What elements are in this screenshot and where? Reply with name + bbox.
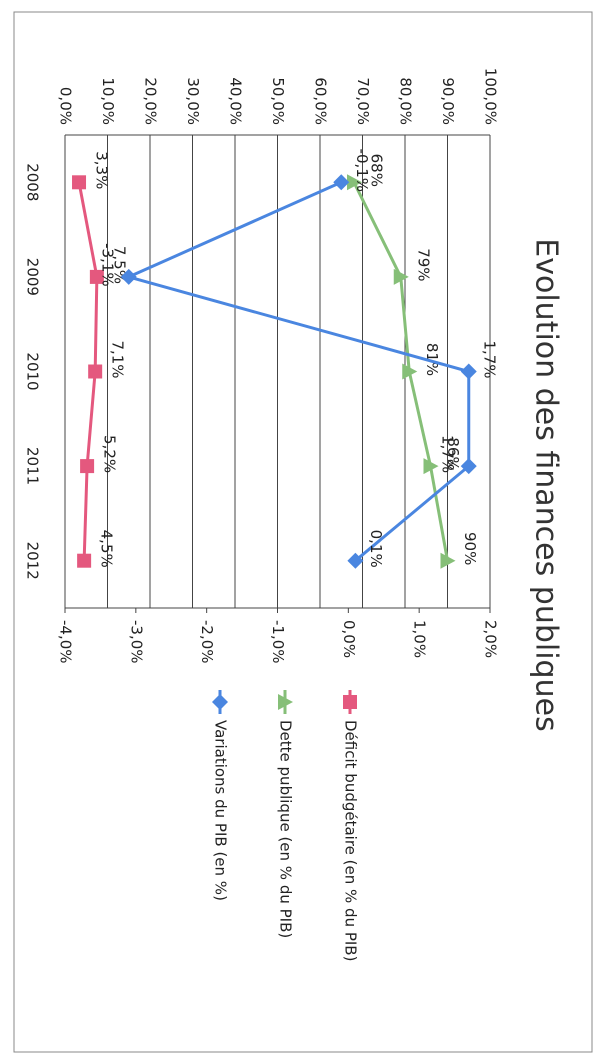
point	[89, 269, 104, 284]
point	[393, 268, 409, 285]
data-label: 68%	[368, 154, 386, 187]
point	[402, 363, 418, 380]
data-label: 79%	[414, 248, 432, 281]
chart-title: Evolution des finances publiques	[529, 238, 564, 731]
point	[343, 695, 357, 709]
data-label: 1,7%	[438, 435, 456, 473]
point	[460, 363, 477, 380]
data-label: 7,1%	[109, 340, 127, 378]
x-tick-label: 2012	[24, 542, 42, 580]
y-tick-label: 80,0%	[397, 77, 415, 125]
point	[80, 459, 95, 474]
point	[278, 694, 293, 710]
y-tick-label: 40,0%	[227, 77, 245, 125]
point	[120, 268, 137, 285]
x-tick-label: 2009	[24, 258, 42, 296]
chart-frame	[13, 11, 593, 1053]
y-tick-label: 10,0%	[99, 77, 117, 125]
point	[212, 694, 228, 710]
y-tick-label: 0,0%	[57, 87, 75, 125]
data-label: 90%	[461, 532, 479, 565]
rotated-chart: Evolution des finances publiques 0,0% 10,…	[24, 68, 564, 962]
legend-label: Dette publique (en % du PIB)	[277, 720, 295, 938]
point	[423, 458, 439, 475]
point	[347, 552, 364, 569]
data-label: 4,5%	[98, 530, 116, 568]
y2-tick-label: -2,0%	[198, 620, 216, 664]
y2-tick-label: 0,0%	[340, 620, 358, 658]
y-tick-label: 90,0%	[439, 77, 457, 125]
data-label: 0,1%	[367, 530, 385, 568]
y2-tick-label: -3,0%	[127, 620, 145, 664]
point	[77, 553, 92, 568]
y2-tick-label: 1,0%	[411, 620, 429, 658]
point	[333, 174, 350, 191]
y2-tick-label: 2,0%	[482, 620, 500, 658]
point	[440, 552, 456, 569]
data-label: 3,3%	[93, 151, 111, 189]
y-tick-label: 30,0%	[184, 77, 202, 125]
y-tick-label: 60,0%	[312, 77, 330, 125]
data-label: 81%	[423, 343, 441, 376]
y-tick-label: 70,0%	[354, 77, 372, 125]
legend-label: Variations du PIB (en %)	[212, 720, 230, 901]
x-tick-label: 2011	[24, 447, 42, 485]
data-label: -0,1%	[353, 149, 371, 193]
point	[72, 175, 87, 190]
x-tick-label: 2010	[24, 352, 42, 390]
y-tick-label: 100,0%	[482, 68, 500, 125]
series-line	[124, 180, 471, 562]
data-label: 1,7%	[480, 340, 498, 378]
x-tick-label: 2008	[24, 163, 42, 201]
point	[347, 174, 362, 191]
data-label: 86%	[444, 437, 462, 470]
point	[88, 364, 103, 379]
y2-tick-label: -1,0%	[269, 620, 287, 664]
data-label: -3,1%	[98, 243, 116, 287]
data-label: 5,2%	[101, 435, 119, 473]
legend-label: Déficit budgétaire (en % du PIB)	[342, 720, 360, 961]
y-tick-label: 50,0%	[269, 77, 287, 125]
y2-tick-label: -4,0%	[57, 620, 75, 664]
y-tick-label: 20,0%	[142, 77, 160, 125]
point	[460, 458, 477, 475]
